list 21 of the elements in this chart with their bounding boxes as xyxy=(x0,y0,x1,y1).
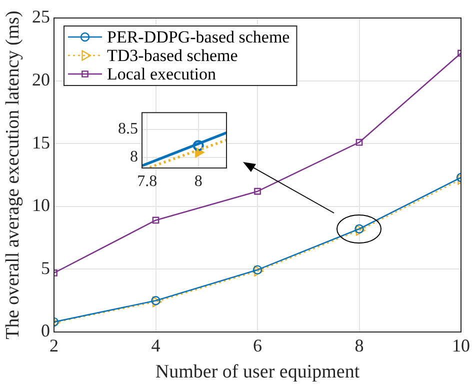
point xyxy=(356,138,363,146)
x-tick-label: 8 xyxy=(354,336,364,356)
x-tick-label: 10 xyxy=(452,336,470,356)
legend-label: Local execution xyxy=(107,64,217,84)
x-tick-label: 4 xyxy=(151,336,160,356)
x-tick-label: 2 xyxy=(50,336,58,356)
x-axis-title: Number of user equipment xyxy=(155,362,360,383)
point xyxy=(152,216,160,224)
y-tick-label: 20 xyxy=(32,70,50,90)
y-tick-label: 15 xyxy=(32,132,50,152)
y-tick-label: 0 xyxy=(41,320,50,341)
point xyxy=(254,188,261,195)
y-tick-label: 5 xyxy=(41,258,50,278)
x-tick-label: 6 xyxy=(253,336,262,356)
legend-label: PER-DDPG-based scheme xyxy=(107,27,290,46)
y-tick-label: 10 xyxy=(32,195,50,216)
x-tick-label: 7.8 xyxy=(137,172,158,190)
y-tick-label: 25 xyxy=(32,6,50,27)
legend-label: TD3-based scheme xyxy=(107,46,238,65)
y-tick-label: 8.5 xyxy=(118,120,138,138)
y-axis-title: The overall average execution latency (ms) xyxy=(2,10,24,340)
